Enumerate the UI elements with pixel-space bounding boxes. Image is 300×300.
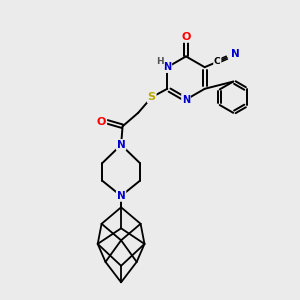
Text: O: O	[97, 117, 106, 127]
Text: N: N	[117, 191, 125, 201]
Text: O: O	[181, 32, 191, 42]
Text: H: H	[156, 57, 164, 66]
Text: N: N	[117, 140, 125, 150]
Text: N: N	[182, 94, 190, 105]
Text: S: S	[148, 92, 156, 102]
Text: N: N	[163, 62, 171, 72]
Text: C: C	[214, 57, 220, 66]
Text: N: N	[231, 49, 240, 59]
